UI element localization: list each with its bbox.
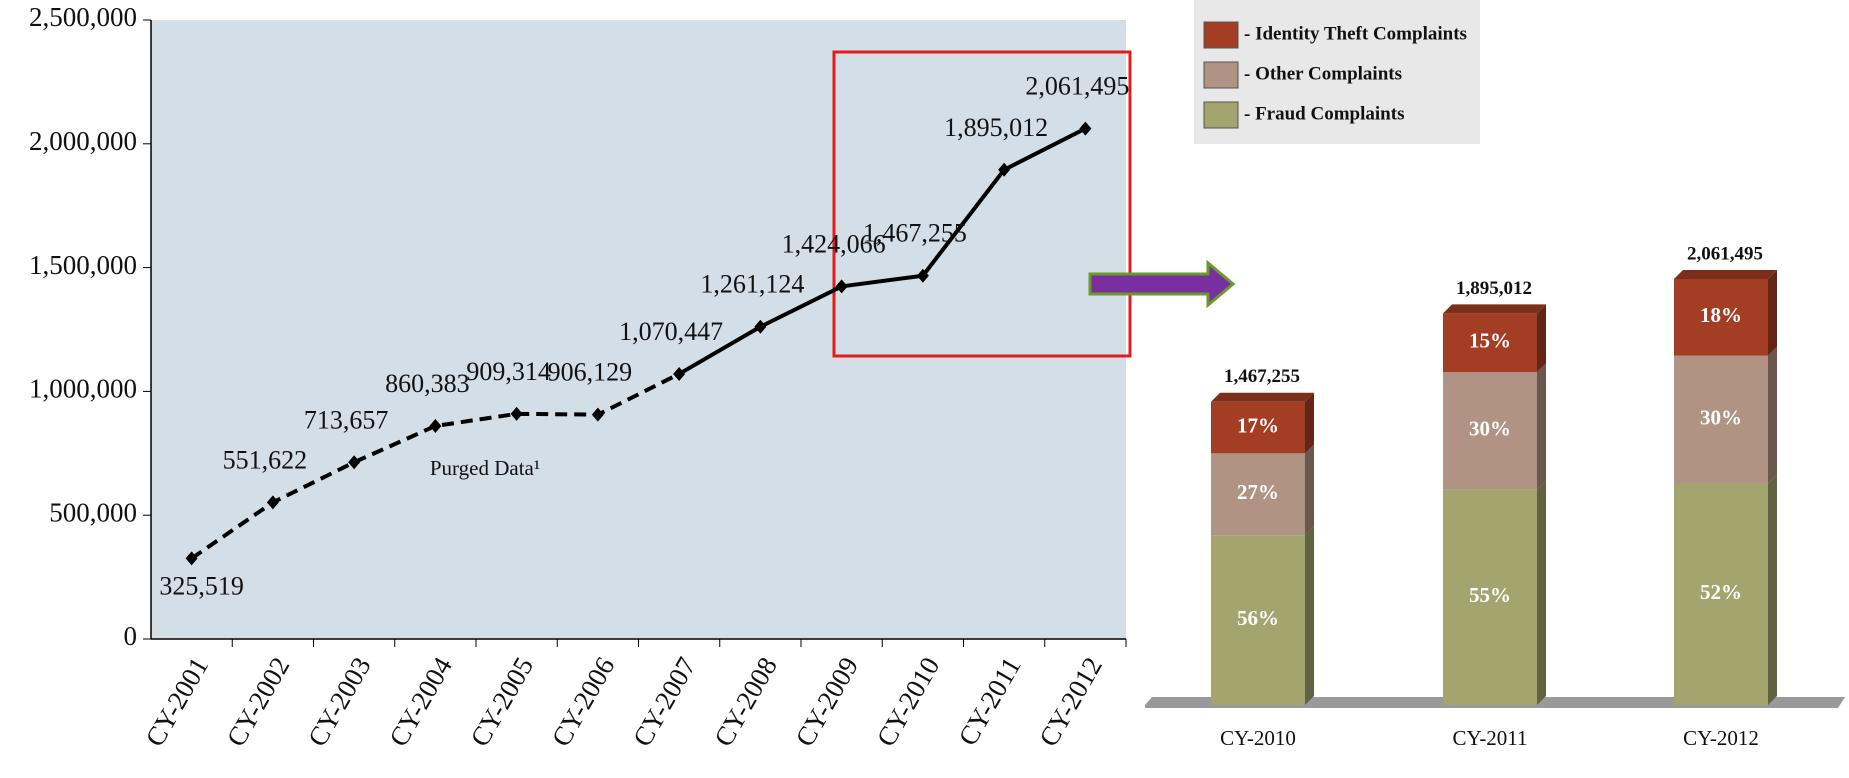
legend-label: - Other Complaints [1244, 63, 1402, 84]
x-tick-label: CY-2003 [302, 652, 377, 751]
bar-segment [1211, 453, 1305, 536]
x-tick-label: CY-2009 [789, 652, 864, 751]
plot-area [151, 20, 1126, 639]
bar-side [1768, 474, 1777, 705]
x-tick-label: CY-2001 [139, 652, 214, 751]
point [998, 162, 1011, 177]
value-label: 1,424,066 [782, 229, 886, 258]
value-label: 325,519 [159, 571, 244, 600]
y-tick-label: 2,500,000 [29, 2, 137, 32]
x-tick-label: CY-2011 [1452, 726, 1527, 750]
bar-segment [1211, 535, 1305, 705]
bar-top [1674, 270, 1777, 279]
bar-side [1305, 444, 1314, 536]
total-label: 2,061,495 [1687, 243, 1763, 264]
y-tick-label: 2,000,000 [29, 126, 137, 156]
bar-side [1768, 270, 1777, 356]
legend-label: - Fraud Complaints [1244, 103, 1404, 124]
bar-top [1443, 304, 1546, 314]
segment-label: 15% [1469, 329, 1511, 353]
segment-label: 55% [1469, 583, 1511, 607]
x-tick-label: CY-2007 [627, 652, 702, 751]
bar-segment [1674, 355, 1768, 484]
line-solid [678, 126, 1087, 376]
point [591, 407, 604, 422]
legend-label: - Identity Theft Complaints [1244, 23, 1467, 44]
point [1079, 121, 1092, 136]
value-label: 713,657 [304, 405, 389, 434]
bar-side [1768, 346, 1777, 484]
total-label: 1,895,012 [1456, 278, 1532, 299]
segment-label: 18% [1700, 303, 1742, 327]
x-tick-label: CY-2005 [464, 652, 539, 751]
value-label: 551,622 [223, 445, 308, 474]
x-tick-label: CY-2002 [221, 652, 296, 751]
value-label: 906,129 [548, 358, 633, 387]
segment-label: 27% [1237, 480, 1279, 504]
bar-segment [1443, 313, 1537, 373]
bar-segment [1443, 372, 1537, 490]
y-tick-label: 500,000 [49, 497, 137, 527]
bar-side [1537, 304, 1546, 373]
y-tick-label: 1,000,000 [29, 374, 137, 404]
point [510, 406, 523, 421]
annotation: Purged Data¹ [430, 456, 540, 480]
bar-segment [1674, 279, 1768, 356]
bar-segment [1443, 489, 1537, 705]
value-label: 1,261,124 [700, 270, 804, 299]
x-tick-label: CY-2008 [708, 652, 783, 751]
point [348, 455, 361, 470]
bar-segment [1674, 483, 1768, 705]
value-label: 909,314 [466, 357, 551, 386]
point [754, 319, 767, 334]
legend-swatch [1203, 61, 1239, 89]
segment-label: 52% [1700, 580, 1742, 604]
legend-swatch [1203, 101, 1239, 129]
x-tick-label: CY-2011 [952, 652, 1026, 751]
highlight-box [832, 50, 1132, 358]
bar-side [1305, 526, 1314, 705]
bar-side [1305, 392, 1314, 454]
bar-side [1537, 480, 1546, 705]
y-tick-label: 1,500,000 [29, 250, 137, 280]
legend-box [1194, 0, 1480, 144]
value-label: 1,070,447 [619, 317, 723, 346]
legend-swatch [1203, 21, 1239, 49]
bar-top [1211, 392, 1314, 402]
x-tick-label: CY-2012 [1033, 652, 1108, 751]
x-tick-label: CY-2006 [546, 652, 621, 751]
value-label: 2,061,495 [1025, 72, 1129, 101]
point [835, 279, 848, 294]
segment-label: 30% [1469, 417, 1511, 441]
x-tick-label: CY-2012 [1683, 726, 1759, 750]
x-tick-label: CY-2010 [871, 652, 946, 751]
point [673, 366, 686, 381]
value-label: 1,467,255 [863, 219, 967, 248]
arrow [1088, 259, 1236, 309]
x-tick-label: CY-2004 [383, 652, 458, 752]
segment-label: 30% [1700, 405, 1742, 429]
segment-label: 17% [1237, 413, 1279, 437]
point [916, 268, 929, 283]
bar-side [1537, 363, 1546, 490]
value-label: 1,895,012 [944, 113, 1048, 142]
total-label: 1,467,255 [1224, 366, 1300, 387]
point [185, 551, 198, 566]
value-label: 860,383 [385, 369, 470, 398]
y-tick-label: 0 [124, 621, 138, 651]
x-tick-label: CY-2010 [1220, 726, 1296, 750]
point [429, 418, 442, 433]
point [266, 495, 279, 510]
segment-label: 56% [1237, 606, 1279, 630]
bar-segment [1211, 401, 1305, 454]
